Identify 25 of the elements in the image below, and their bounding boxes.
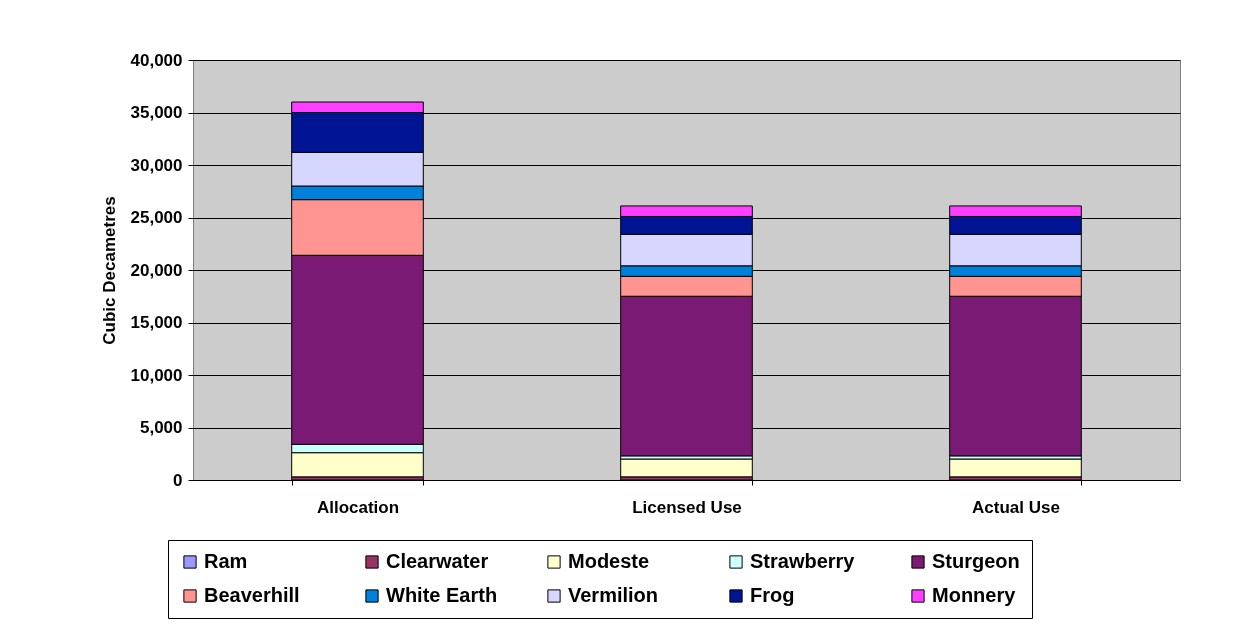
y-axis-title: Cubic Decametres	[99, 196, 119, 345]
y-tick-label: 30,000	[130, 155, 183, 175]
y-tick-label: 0	[173, 470, 183, 490]
y-tick-label: 35,000	[130, 103, 183, 122]
x-tick-label: Licensed Use	[632, 497, 742, 517]
legend-label: Beaverhill	[204, 584, 300, 606]
x-tick-label: Allocation	[316, 497, 400, 517]
legend-label: Sturgeon	[932, 550, 1020, 572]
y-tick-label: 5,000	[139, 418, 183, 437]
x-tick-label: Actual Use	[972, 497, 1060, 517]
bar	[620, 458, 753, 478]
legend-label: Frog	[750, 584, 795, 606]
bar	[949, 458, 1082, 478]
y-tick-label: 20,000	[130, 260, 183, 280]
legend-label: Strawberry	[750, 550, 856, 572]
legend-label: Vermilion	[568, 584, 659, 606]
legend-label: White Earth	[386, 584, 498, 606]
y-tick-label: 40,000	[130, 50, 183, 70]
legend-label: Monnery	[932, 584, 1017, 606]
legend-label: Ram	[204, 550, 248, 572]
y-tick-label: 15,000	[130, 313, 183, 332]
legend-label: Modeste	[568, 550, 650, 572]
y-tick-label: 10,000	[130, 365, 183, 385]
legend-label: Clearwater	[386, 550, 489, 572]
y-tick-label: 25,000	[130, 208, 183, 227]
